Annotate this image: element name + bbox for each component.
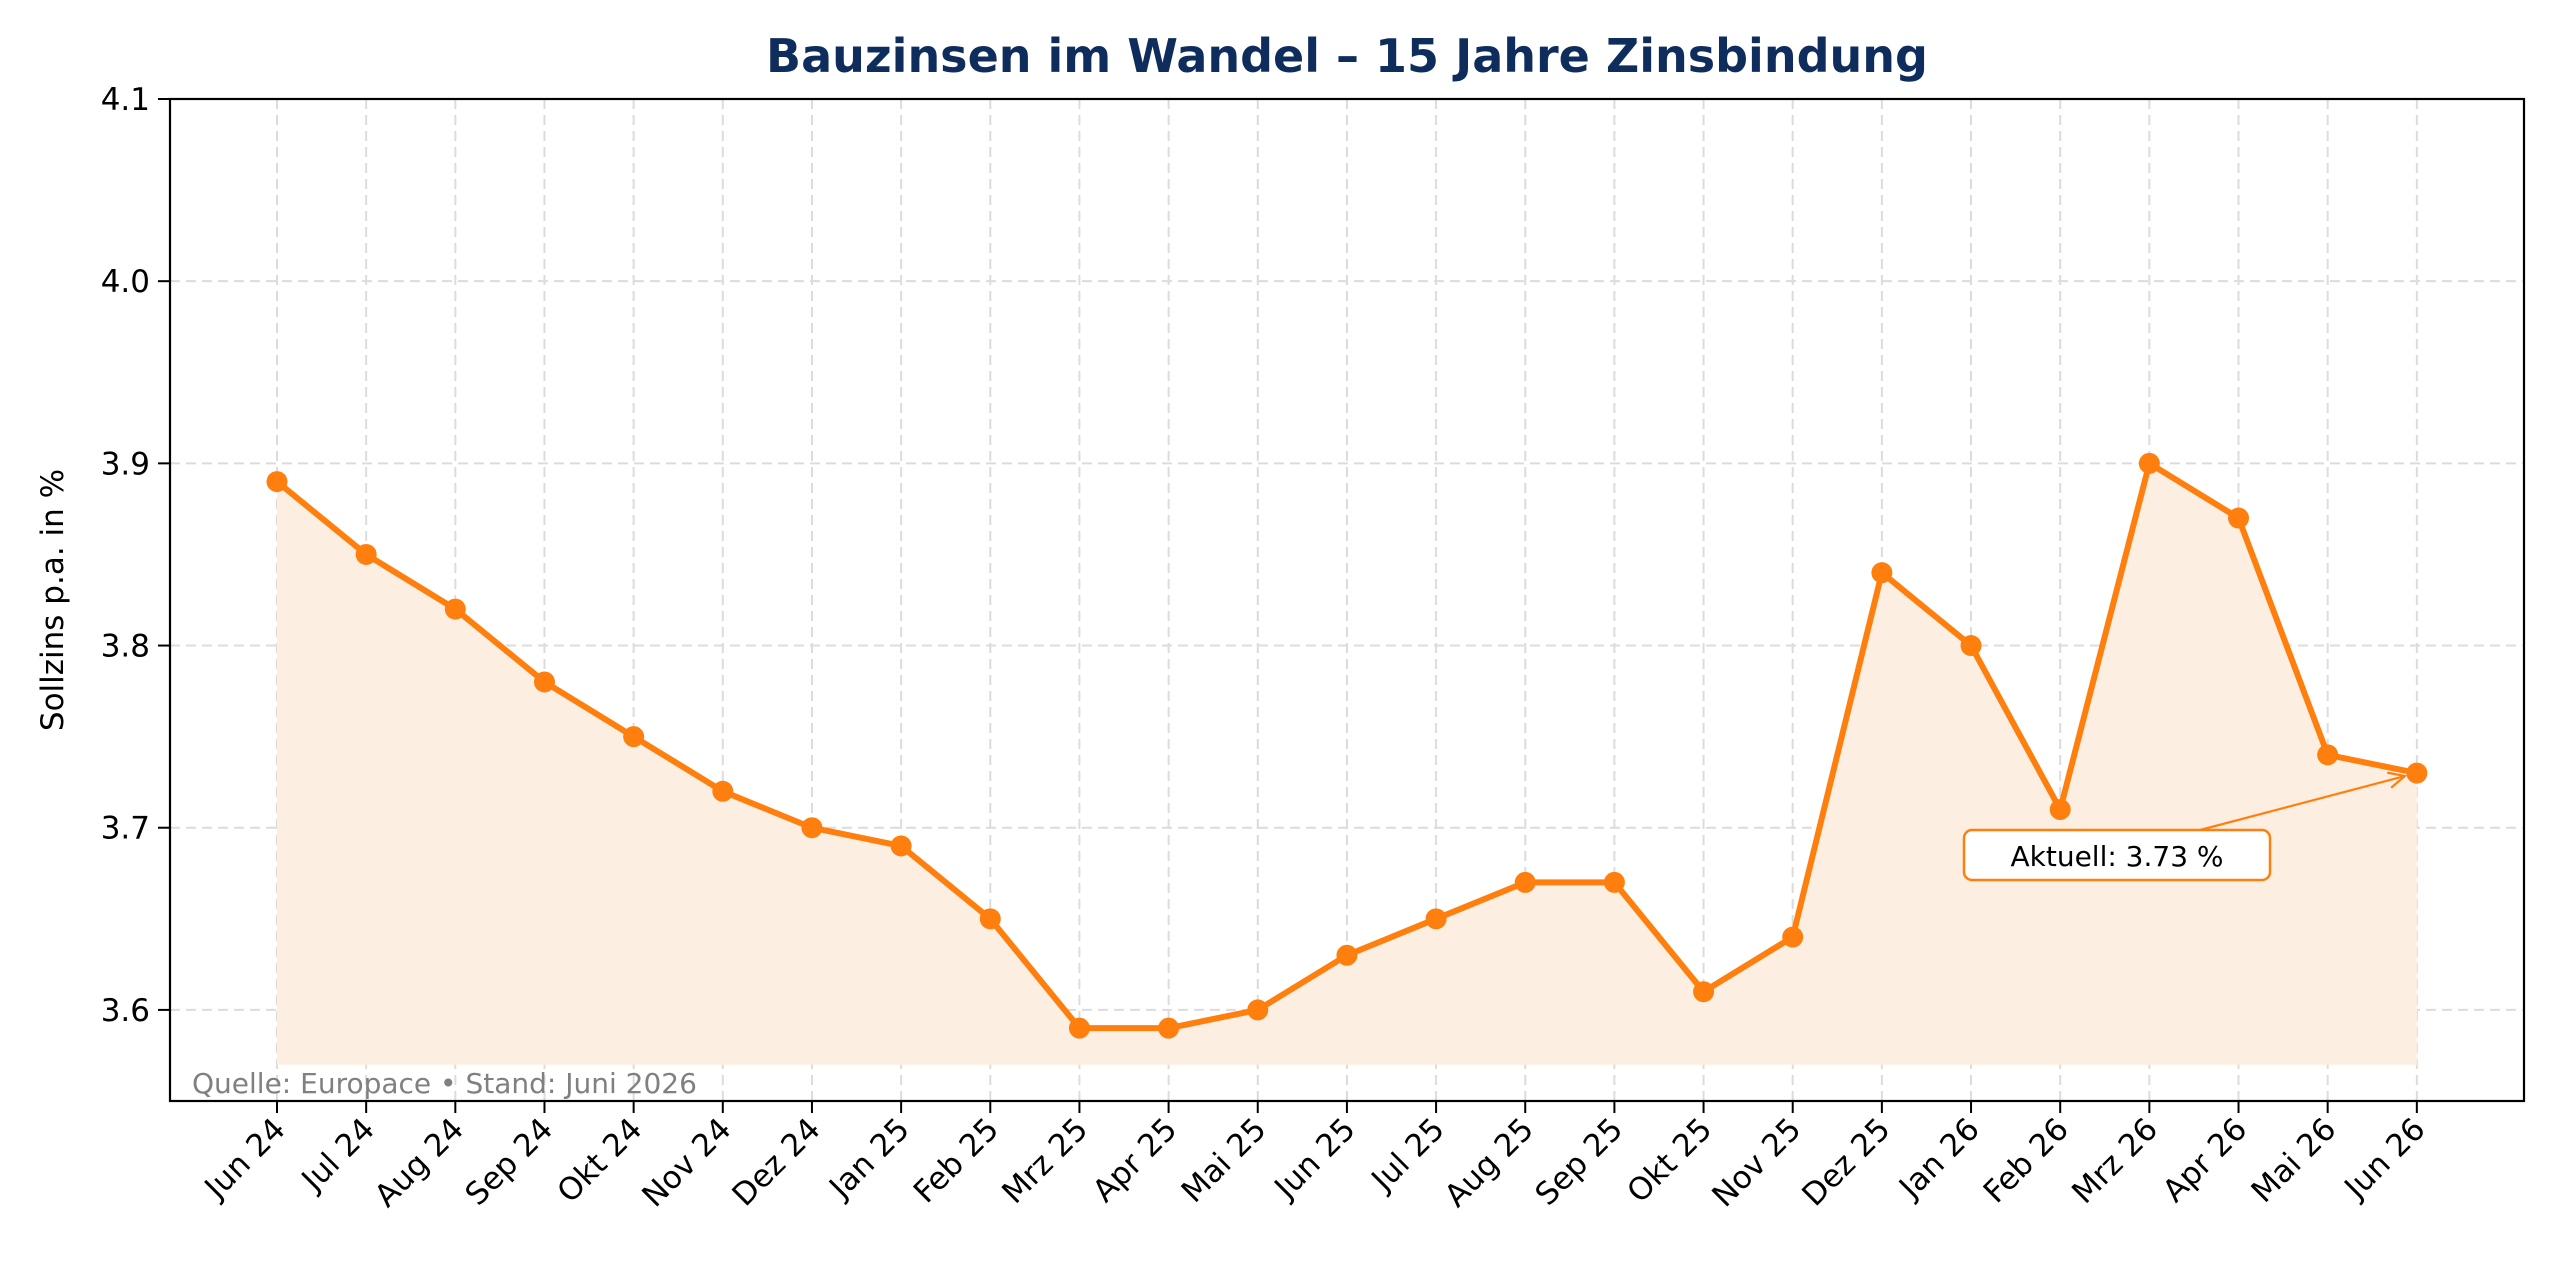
data-point (1782, 926, 1804, 948)
y-axis-label: Sollzins p.a. in % (35, 469, 71, 731)
data-point (623, 726, 645, 748)
y-tick-label: 3.7 (101, 811, 150, 847)
annotation: Aktuell: 3.73 % (1962, 771, 2408, 882)
data-point (1425, 908, 1447, 930)
data-point (1514, 871, 1536, 893)
y-tick-label: 3.6 (101, 993, 150, 1029)
x-tick-label: Mai 25 (1175, 1111, 1274, 1210)
x-tick-label: Jun 25 (1267, 1111, 1363, 1207)
data-point (1871, 562, 1893, 584)
data-point (2317, 744, 2339, 766)
x-tick-label: Jan 26 (1891, 1111, 1987, 1207)
x-tick-label: Mrz 26 (2065, 1111, 2165, 1211)
annotation-box (1962, 828, 2272, 882)
x-tick-label: Aug 24 (368, 1111, 471, 1214)
x-tick-label: Aug 25 (1438, 1111, 1541, 1214)
x-tick-label: Nov 25 (1705, 1111, 1808, 1214)
data-point (979, 908, 1001, 930)
data-point (2228, 507, 2250, 529)
x-tick-label: Okt 24 (550, 1111, 649, 1210)
y-axis: 3.6 3.7 3.8 3.9 4.0 4.1 (101, 82, 170, 1029)
y-tick-label: 3.8 (101, 629, 150, 665)
x-tick-label: Jun 24 (197, 1111, 293, 1207)
data-point (1068, 1017, 1090, 1039)
chart-title: Bauzinsen im Wandel – 15 Jahre Zinsbindu… (766, 29, 1928, 83)
x-tick-label: Sep 25 (1528, 1111, 1630, 1213)
x-tick-label: Apr 25 (1086, 1111, 1184, 1209)
x-tick-label: Sep 24 (459, 1111, 561, 1213)
x-tick-label: Apr 26 (2156, 1111, 2254, 1209)
annotation-label: Aktuell: 3.73 % (2010, 840, 2223, 873)
y-tick-label: 4.0 (101, 264, 150, 300)
annotation-arrowhead (2386, 771, 2408, 789)
data-point (2406, 762, 2428, 784)
data-point (444, 598, 466, 620)
source-note: Quelle: Europace • Stand: Juni 2026 (192, 1067, 697, 1100)
y-tick-label: 4.1 (101, 82, 150, 118)
x-tick-label: Mai 26 (2245, 1111, 2344, 1210)
data-point (2138, 452, 2160, 474)
data-point (1247, 999, 1269, 1021)
x-tick-label: Jun 26 (2337, 1111, 2433, 1207)
x-tick-label: Okt 25 (1620, 1111, 1719, 1210)
x-tick-label: Dez 24 (725, 1111, 827, 1213)
x-tick-label: Dez 25 (1795, 1111, 1897, 1213)
data-point (712, 780, 734, 802)
x-tick-label: Jul 24 (294, 1111, 382, 1199)
x-tick-label: Jul 25 (1364, 1111, 1452, 1199)
data-point (801, 817, 823, 839)
data-point (1158, 1017, 1180, 1039)
x-tick-label: Jan 25 (821, 1111, 917, 1207)
data-point (533, 671, 555, 693)
data-point (890, 835, 912, 857)
annotation-arrow (2199, 775, 2406, 832)
x-tick-label: Feb 25 (907, 1111, 1006, 1210)
y-tick-label: 3.9 (101, 446, 150, 482)
data-points (266, 452, 2428, 1039)
data-point (1960, 635, 1982, 657)
data-point (266, 471, 288, 493)
x-tick-label: Nov 24 (635, 1111, 738, 1214)
x-tick-label: Mrz 25 (995, 1111, 1095, 1211)
data-point (1693, 981, 1715, 1003)
data-point (1336, 944, 1358, 966)
data-point (355, 543, 377, 565)
x-tick-label: Feb 26 (1977, 1111, 2076, 1210)
data-point (1603, 871, 1625, 893)
data-point (2049, 799, 2071, 821)
area-fill (277, 463, 2417, 1065)
